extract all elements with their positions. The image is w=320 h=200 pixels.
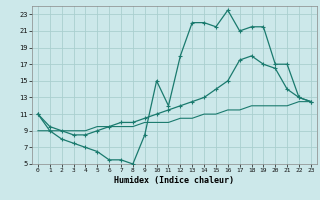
X-axis label: Humidex (Indice chaleur): Humidex (Indice chaleur)	[115, 176, 234, 185]
